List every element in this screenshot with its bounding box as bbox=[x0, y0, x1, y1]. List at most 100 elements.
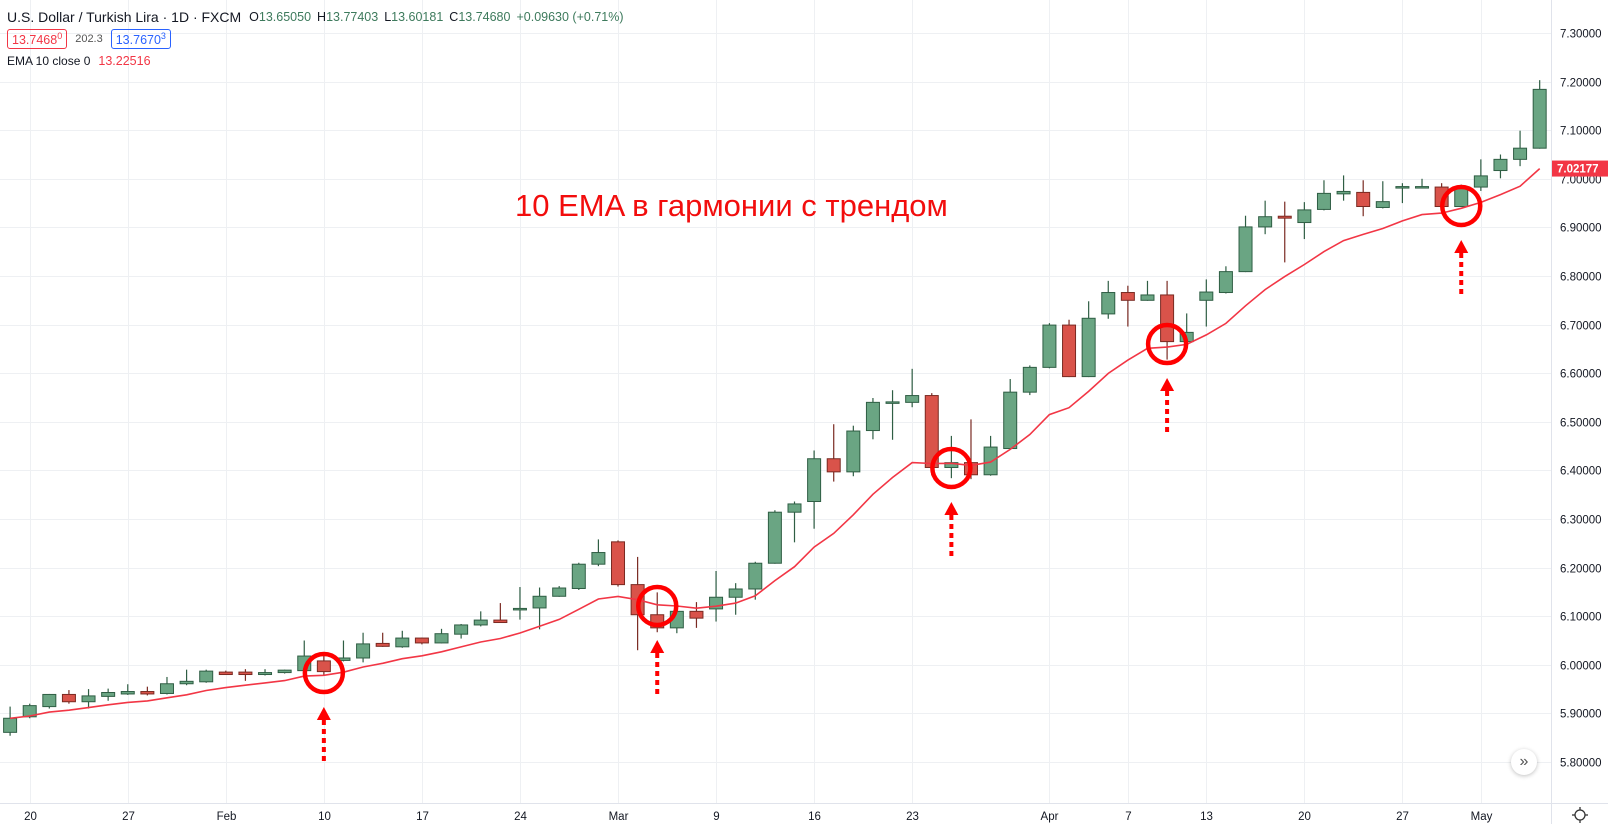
candles bbox=[3, 80, 1547, 736]
candle-body bbox=[591, 552, 606, 565]
ema-last-value-tag: 7.02177 bbox=[1552, 160, 1608, 177]
sell-button[interactable]: 13.74680 bbox=[7, 28, 68, 50]
candle bbox=[179, 669, 194, 686]
candle bbox=[159, 676, 174, 695]
candle bbox=[1120, 285, 1135, 327]
candle-body bbox=[1022, 366, 1037, 393]
time-tick-label: 27 bbox=[122, 811, 135, 823]
buy-button[interactable]: 13.76703 bbox=[110, 28, 171, 50]
candle-body bbox=[159, 683, 174, 694]
time-axis[interactable]: 20 27 Feb 10 17 24 Mar 9 16 23 Apr 7 13 20 27 May bbox=[24, 811, 1493, 823]
highlight-circle bbox=[302, 651, 346, 695]
scroll-to-realtime-button[interactable]: » bbox=[1511, 749, 1537, 775]
candle bbox=[61, 690, 76, 704]
time-tick-label: 17 bbox=[416, 811, 429, 823]
candle bbox=[493, 603, 508, 624]
price-tick-label: 6.00000 bbox=[1560, 661, 1602, 673]
time-tick-label: May bbox=[1471, 811, 1493, 823]
candle bbox=[42, 693, 57, 709]
candle bbox=[532, 587, 547, 630]
indicator-name[interactable]: EMA 10 close 0 bbox=[7, 54, 91, 68]
candle-body bbox=[611, 541, 626, 586]
marker bbox=[930, 446, 973, 556]
candle-body bbox=[807, 458, 822, 503]
candle bbox=[473, 611, 488, 627]
candle-body bbox=[1199, 291, 1214, 301]
price-tick-label: 6.50000 bbox=[1560, 418, 1602, 430]
price-tick-label: 6.30000 bbox=[1560, 515, 1602, 527]
spread-value: 202.3 bbox=[75, 33, 103, 45]
highlight-circle bbox=[635, 584, 679, 628]
candle bbox=[1199, 279, 1214, 327]
candle-body bbox=[512, 607, 527, 611]
arrow-up-icon bbox=[1160, 378, 1175, 392]
candle-body bbox=[846, 430, 861, 473]
candle bbox=[865, 397, 880, 440]
annotation-markers bbox=[302, 184, 1483, 762]
candle-body bbox=[1493, 158, 1508, 172]
price-tick-label: 7.10000 bbox=[1560, 126, 1602, 138]
candle-body bbox=[1003, 391, 1018, 450]
candle bbox=[1238, 215, 1253, 273]
ohlc-low: L13.60181 bbox=[384, 10, 443, 24]
candle bbox=[238, 669, 253, 681]
price-tick-label: 6.60000 bbox=[1560, 369, 1602, 381]
indicator-value: 13.22516 bbox=[98, 54, 151, 68]
gear-icon[interactable] bbox=[1571, 806, 1589, 824]
candle-body bbox=[1375, 201, 1390, 208]
time-tick-label: Feb bbox=[217, 811, 237, 823]
marker bbox=[1439, 184, 1483, 295]
candle bbox=[120, 684, 135, 695]
candle-body bbox=[1238, 226, 1253, 273]
symbol-title[interactable]: U.S. Dollar / Turkish Lira · 1D · FXCM bbox=[7, 9, 242, 25]
candle bbox=[767, 510, 782, 564]
candle-body bbox=[571, 563, 586, 589]
candle bbox=[787, 501, 802, 543]
candle bbox=[905, 368, 920, 408]
candle-body bbox=[1042, 324, 1057, 368]
grid bbox=[0, 0, 1551, 803]
candle-body bbox=[414, 637, 429, 644]
arrow-up-icon bbox=[944, 501, 959, 515]
price-axis[interactable]: 5.80000 5.90000 6.00000 6.10000 6.20000 6.300… bbox=[1560, 29, 1602, 770]
candle bbox=[454, 623, 469, 639]
candle-body bbox=[532, 595, 547, 609]
ohlc-value: 13.60181 bbox=[391, 10, 444, 24]
candle bbox=[1356, 180, 1371, 217]
ohlc-value: 13.74680 bbox=[458, 10, 511, 24]
candle bbox=[1415, 178, 1430, 189]
candle bbox=[316, 655, 331, 676]
candle-body bbox=[748, 562, 763, 590]
candle-body bbox=[1297, 209, 1312, 224]
candle-body bbox=[552, 587, 567, 597]
candle-body bbox=[865, 401, 880, 432]
time-tick-label: 20 bbox=[24, 811, 37, 823]
price-tick-label: 6.10000 bbox=[1560, 612, 1602, 624]
candle-body bbox=[767, 511, 782, 564]
candle bbox=[611, 540, 626, 587]
candle-body bbox=[1532, 88, 1547, 149]
candle-body bbox=[395, 637, 410, 648]
candle bbox=[218, 670, 233, 676]
candle-body bbox=[983, 446, 998, 476]
ohlc-key: C bbox=[449, 10, 459, 24]
candle-body bbox=[1081, 317, 1096, 378]
candle-body bbox=[1336, 190, 1351, 195]
ohlc-open: O13.65050 bbox=[249, 10, 311, 24]
annotation-text: 10 EMA в гармонии с трендом bbox=[515, 188, 948, 223]
candle-body bbox=[905, 395, 920, 403]
time-tick-label: Apr bbox=[1041, 811, 1059, 823]
candle bbox=[1493, 154, 1508, 179]
candle bbox=[1101, 280, 1116, 319]
candle-body bbox=[61, 693, 76, 703]
candle-body bbox=[1258, 216, 1273, 228]
candle bbox=[1395, 183, 1410, 204]
candle bbox=[846, 425, 861, 477]
candle-body bbox=[709, 596, 724, 610]
candle-body bbox=[1395, 186, 1410, 189]
candle-body bbox=[179, 680, 194, 685]
candle-body bbox=[885, 401, 900, 404]
candle-body bbox=[277, 669, 292, 674]
ohlc-key: H bbox=[317, 10, 327, 24]
